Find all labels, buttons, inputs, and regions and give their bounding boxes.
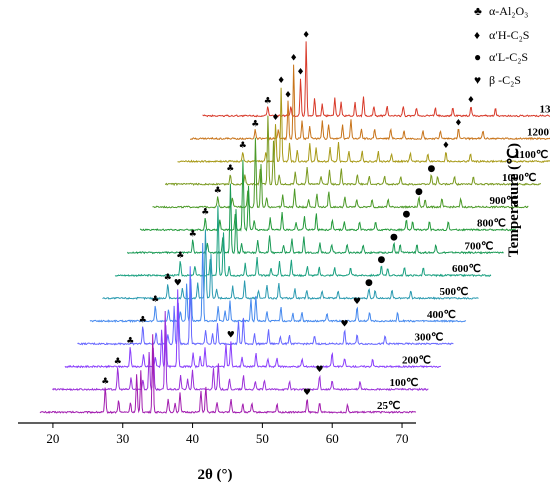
x-tick-label: 50 xyxy=(256,431,269,446)
legend-item-alpha-h-c2s: ♦ α′H-C₂S xyxy=(474,28,529,42)
trace-1000c xyxy=(165,115,542,187)
legend-label-alpha-h-c2s: α′H-C₂S xyxy=(489,28,529,42)
x-tick-label: 60 xyxy=(326,431,339,446)
club-marker: ♣ xyxy=(251,119,259,129)
temperature-label: 1300℃ xyxy=(540,104,550,116)
heart-marker: ♥ xyxy=(227,330,235,340)
temperature-label: 1100℃ xyxy=(515,149,549,161)
trace-1300c xyxy=(202,41,550,118)
dot-icon: ● xyxy=(474,50,481,64)
legend-item-beta-c2s: ♥ β -C₂S xyxy=(474,73,521,87)
legend-item-alumina: ♣ α-Al₂O₃ xyxy=(474,4,528,18)
diamond-marker: ♦ xyxy=(272,113,280,123)
trace-600c xyxy=(114,205,492,278)
temperature-label: 25℃ xyxy=(377,400,400,412)
diamond-marker: ♦ xyxy=(442,141,450,151)
club-marker: ♣ xyxy=(226,164,234,174)
trace-100c xyxy=(52,310,429,392)
temperature-label: 900℃ xyxy=(490,195,519,207)
heart-marker: ♥ xyxy=(353,297,361,307)
club-marker: ♣ xyxy=(239,141,247,151)
dot-marker: ● xyxy=(402,210,410,220)
dot-marker: ● xyxy=(377,255,385,265)
heart-icon: ♥ xyxy=(474,73,481,87)
dot-marker: ● xyxy=(415,187,423,197)
club-marker: ♣ xyxy=(164,273,172,283)
temperature-label: 1200℃ xyxy=(527,126,550,138)
club-marker: ♣ xyxy=(201,208,209,218)
legend-item-alpha-l-c2s: ● α′L-C₂S xyxy=(474,50,528,64)
temperature-label: 400℃ xyxy=(427,309,456,321)
legend-label-alumina: α-Al₂O₃ xyxy=(489,4,528,18)
x-axis-title: 2θ (°) xyxy=(197,467,232,483)
club-marker: ♣ xyxy=(114,357,122,367)
diamond-marker: ♦ xyxy=(454,118,462,128)
diamond-marker: ♦ xyxy=(302,31,310,41)
club-marker: ♣ xyxy=(139,316,147,326)
temperature-label: 800℃ xyxy=(477,218,506,230)
temperature-label: 700℃ xyxy=(465,240,494,252)
temperature-label: 100℃ xyxy=(390,377,419,389)
x-tick-label: 20 xyxy=(46,431,59,446)
legend-label-alpha-l-c2s: α′L-C₂S xyxy=(489,50,528,64)
temperature-label: 200℃ xyxy=(402,354,431,366)
diamond-marker: ♦ xyxy=(290,53,298,63)
x-axis: 20 30 40 50 60 70 2θ (°) xyxy=(18,422,416,483)
dot-marker: ● xyxy=(390,232,398,242)
x-tick-label: 30 xyxy=(116,431,129,446)
y-axis-title: Temperature (℃) xyxy=(506,143,522,257)
legend-label-beta-c2s: β -C₂S xyxy=(489,73,521,87)
trace-300c xyxy=(77,266,454,346)
temperature-labels: 1300℃ 1200℃ 1100℃ 1000℃ 900℃ 800℃ 700℃ 600℃ 500℃… xyxy=(377,104,550,412)
phase-markers: ♣♦♦♦♣♦♦♦♣♦♦♦♣ ●♣ ●♣ ●♣ ●♣ ●♣ ●♣ ♥♣ ♥♣♥♥♣♥♣♥ xyxy=(101,31,475,398)
dot-marker: ● xyxy=(427,164,435,174)
heart-marker: ♥ xyxy=(316,365,324,375)
heart-marker: ♥ xyxy=(341,320,349,330)
club-marker: ♣ xyxy=(151,295,159,305)
x-tick-label: 40 xyxy=(186,431,199,446)
club-marker: ♣ xyxy=(214,186,222,196)
trace-1200c xyxy=(190,64,550,141)
club-marker: ♣ xyxy=(264,97,272,107)
club-marker: ♣ xyxy=(176,251,184,261)
diffraction-traces xyxy=(39,41,550,415)
club-marker: ♣ xyxy=(126,336,134,346)
temperature-label: 600℃ xyxy=(452,263,481,275)
diamond-marker: ♦ xyxy=(284,90,292,100)
trace-900c xyxy=(152,137,529,209)
diamond-marker: ♦ xyxy=(297,68,305,78)
trace-800c xyxy=(139,159,517,232)
diamond-icon: ♦ xyxy=(474,28,480,42)
diamond-marker: ♦ xyxy=(277,76,285,86)
temperature-label: 300℃ xyxy=(415,332,444,344)
x-tick-label: 70 xyxy=(396,431,409,446)
trace-1100c xyxy=(177,87,550,164)
temperature-label: 500℃ xyxy=(440,286,469,298)
trace-25c xyxy=(39,334,417,415)
club-icon: ♣ xyxy=(474,4,482,18)
heart-marker: ♥ xyxy=(174,278,182,288)
trace-400c xyxy=(89,242,467,323)
trace-700c xyxy=(127,183,504,255)
diamond-marker: ♦ xyxy=(467,96,475,106)
trace-500c xyxy=(102,229,479,301)
heart-marker: ♥ xyxy=(303,388,311,398)
temperature-label: 1000℃ xyxy=(502,172,536,184)
x-axis-ticks: 20 30 40 50 60 70 xyxy=(46,423,409,446)
legend: ♣ α-Al₂O₃ ♦ α′H-C₂S ● α′L-C₂S ♥ β -C₂S xyxy=(474,4,529,87)
club-marker: ♣ xyxy=(101,377,109,387)
club-marker: ♣ xyxy=(189,229,197,239)
dot-marker: ● xyxy=(365,278,373,288)
trace-200c xyxy=(64,289,441,369)
